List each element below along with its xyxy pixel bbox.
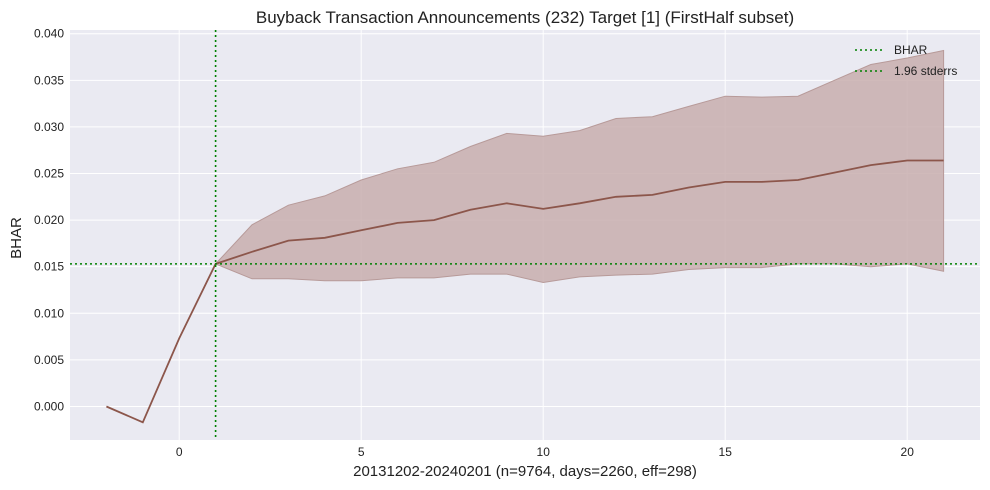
x-axis-ticks: 0 5 10 15 20 [176,445,914,459]
y-tick-label: 0.010 [34,306,64,320]
x-tick-label: 10 [537,445,551,459]
x-tick-label: 0 [176,445,183,459]
y-tick-label: 0.035 [34,73,64,87]
bhar-point [397,222,399,224]
y-tick-label: 0.000 [34,399,64,413]
legend-label-stderrs: 1.96 stderrs [894,64,957,78]
y-axis-ticks: 0.000 0.005 0.010 0.015 0.020 0.025 0.030 0.035… [34,27,64,414]
legend: BHAR 1.96 stderrs [855,43,957,78]
y-tick-label: 0.030 [34,120,64,134]
bhar-point [324,237,326,239]
bhar-point [178,337,180,339]
x-tick-label: 15 [719,445,733,459]
bhar-point [287,240,289,242]
x-tick-label: 5 [358,445,365,459]
bhar-line [106,159,944,424]
y-tick-label: 0.040 [34,27,64,41]
y-tick-label: 0.005 [34,353,64,367]
y-tick-label: 0.015 [34,260,64,274]
bhar-point [542,208,544,210]
x-tick-label: 20 [901,445,915,459]
bhar-point [433,219,435,221]
bhar-point [651,194,653,196]
bhar-point [360,229,362,231]
bhar-point [833,172,835,174]
legend-label-bhar: BHAR [894,43,928,57]
bhar-point [870,164,872,166]
y-tick-label: 0.020 [34,213,64,227]
y-axis-label: BHAR [8,217,25,259]
bhar-point [797,179,799,181]
bhar-point [724,181,726,183]
bhar-point [251,251,253,253]
bhar-point [761,181,763,183]
y-tick-label: 0.025 [34,167,64,181]
bhar-point [142,421,144,423]
bhar-point [506,202,508,204]
bhar-point [688,186,690,188]
bhar-point [943,159,945,161]
bhar-point [579,202,581,204]
bhar-point [615,196,617,198]
chart-title: Buyback Transaction Announcements (232) … [256,8,794,27]
bhar-point [469,209,471,211]
x-axis-label: 20131202-20240201 (n=9764, days=2260, ef… [353,463,697,480]
bhar-point [105,405,107,407]
bhar-point [906,159,908,161]
